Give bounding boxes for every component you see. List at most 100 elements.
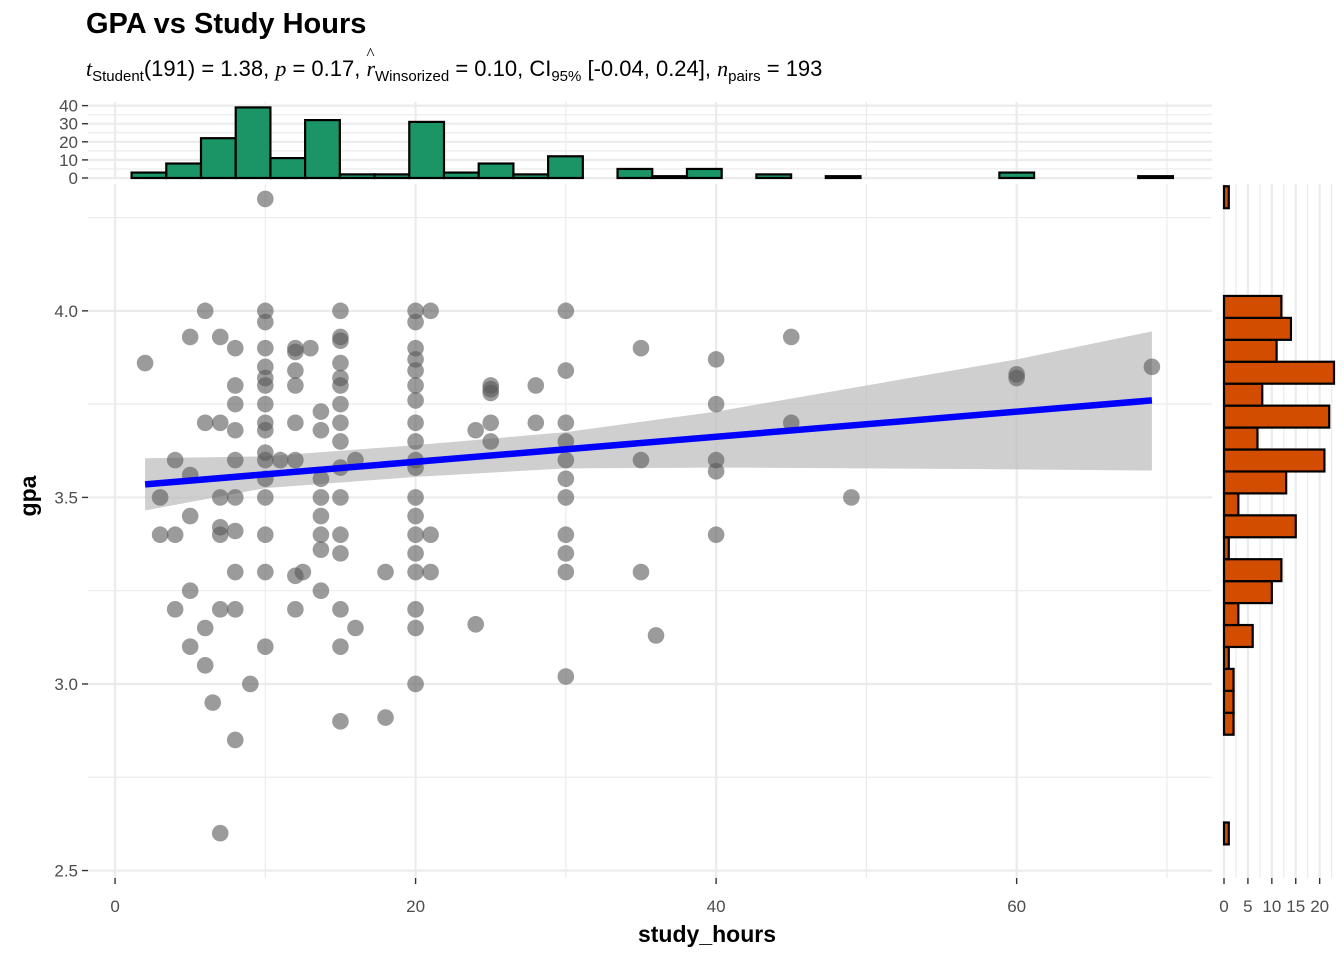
x-histogram-bar (408, 120, 446, 180)
y-histogram-bar (1222, 360, 1336, 385)
y-histogram-bar (1222, 382, 1264, 407)
x-tick-label: 0 (110, 897, 119, 916)
data-point (196, 657, 214, 674)
data-point (226, 601, 244, 618)
data-point (332, 526, 349, 544)
data-point (332, 638, 349, 655)
data-point (332, 489, 349, 506)
y-histogram-bar (1222, 580, 1273, 605)
data-point (211, 824, 229, 842)
data-point (211, 489, 229, 506)
data-point (557, 414, 575, 432)
y-histogram-bar (1222, 558, 1283, 583)
y-histogram-bar (1222, 514, 1297, 539)
data-point (332, 601, 349, 618)
data-point (151, 526, 169, 544)
x-histogram-bar (165, 162, 203, 180)
data-point (226, 451, 244, 469)
data-point (332, 395, 349, 413)
x-histogram-bar (338, 173, 376, 180)
x-histogram-bar (234, 106, 272, 180)
data-point (257, 395, 274, 413)
data-point (211, 601, 229, 618)
chart-subtitle: tStudent(191) = 1.38, p = 0.17, rWinsori… (86, 44, 822, 85)
y-histogram-bar (1222, 536, 1230, 561)
y-histogram-bar (1222, 645, 1230, 671)
r-estimate-value: = 0.10, CI (449, 56, 552, 81)
y-histogram-bar (1222, 448, 1326, 473)
y-histogram-bar (1222, 623, 1254, 649)
data-point (302, 339, 319, 357)
y-histogram-bar (1222, 601, 1240, 627)
top-hist-tick-label: 40 (59, 97, 78, 116)
x-axis-label: study_hours (638, 921, 776, 947)
data-point (557, 470, 575, 488)
data-point (422, 302, 439, 320)
data-point (407, 526, 424, 544)
data-point (707, 463, 725, 480)
data-point (211, 414, 229, 432)
y-histogram-bar (1222, 185, 1230, 210)
y-histogram-bar (1222, 711, 1235, 736)
data-point (312, 470, 330, 488)
x-histogram-bar (512, 173, 550, 180)
data-point (287, 414, 304, 432)
data-point (226, 377, 244, 394)
x-histogram-bar (547, 155, 584, 180)
data-point (557, 545, 575, 562)
data-point (257, 526, 274, 544)
right-hist-tick-label: 10 (1262, 897, 1281, 916)
y-histogram-bar (1222, 821, 1230, 846)
x-histogram-bar (269, 156, 307, 180)
y-histogram-bar (1222, 667, 1235, 692)
data-point (312, 489, 330, 506)
ci-subscript: 95% (551, 68, 582, 85)
data-point (482, 433, 500, 450)
data-point (287, 601, 304, 618)
data-point (332, 354, 349, 372)
x-histogram-bar (824, 175, 862, 180)
data-point (527, 414, 545, 432)
data-point (287, 362, 304, 379)
data-point (257, 190, 274, 208)
data-point (211, 526, 229, 544)
data-point (136, 354, 154, 372)
data-point (257, 451, 274, 469)
data-point (407, 507, 424, 525)
y-histogram-bar (1222, 426, 1259, 451)
data-point (166, 451, 184, 469)
y-histogram-bar (1222, 316, 1293, 341)
data-point (166, 601, 184, 618)
data-point (181, 328, 199, 346)
data-point (482, 414, 500, 432)
data-point (407, 675, 424, 693)
data-point (407, 414, 424, 432)
x-tick-label: 60 (1007, 897, 1026, 916)
data-point (632, 451, 650, 469)
right-hist-tick-label: 20 (1310, 897, 1329, 916)
data-point (407, 619, 424, 637)
data-point (647, 627, 665, 644)
data-point (557, 433, 575, 450)
p-value-text: = 0.17, (286, 56, 367, 81)
data-point (557, 563, 575, 581)
t-statistic-value: (191) = 1.38, (143, 56, 276, 81)
data-point (287, 343, 304, 361)
data-point (257, 563, 274, 581)
y-histogram-bar (1222, 470, 1288, 495)
data-point (257, 489, 274, 506)
data-point (422, 526, 439, 544)
top-hist-tick-label: 30 (59, 115, 78, 134)
data-point (151, 489, 169, 506)
data-point (332, 377, 349, 394)
data-point (782, 328, 800, 346)
data-point (312, 582, 330, 599)
right-hist-tick-label: 15 (1286, 897, 1305, 916)
data-point (407, 563, 424, 581)
data-point (312, 421, 330, 439)
data-point (226, 489, 244, 506)
data-point (226, 395, 244, 413)
x-tick-label: 20 (406, 897, 425, 916)
data-point (482, 384, 500, 402)
